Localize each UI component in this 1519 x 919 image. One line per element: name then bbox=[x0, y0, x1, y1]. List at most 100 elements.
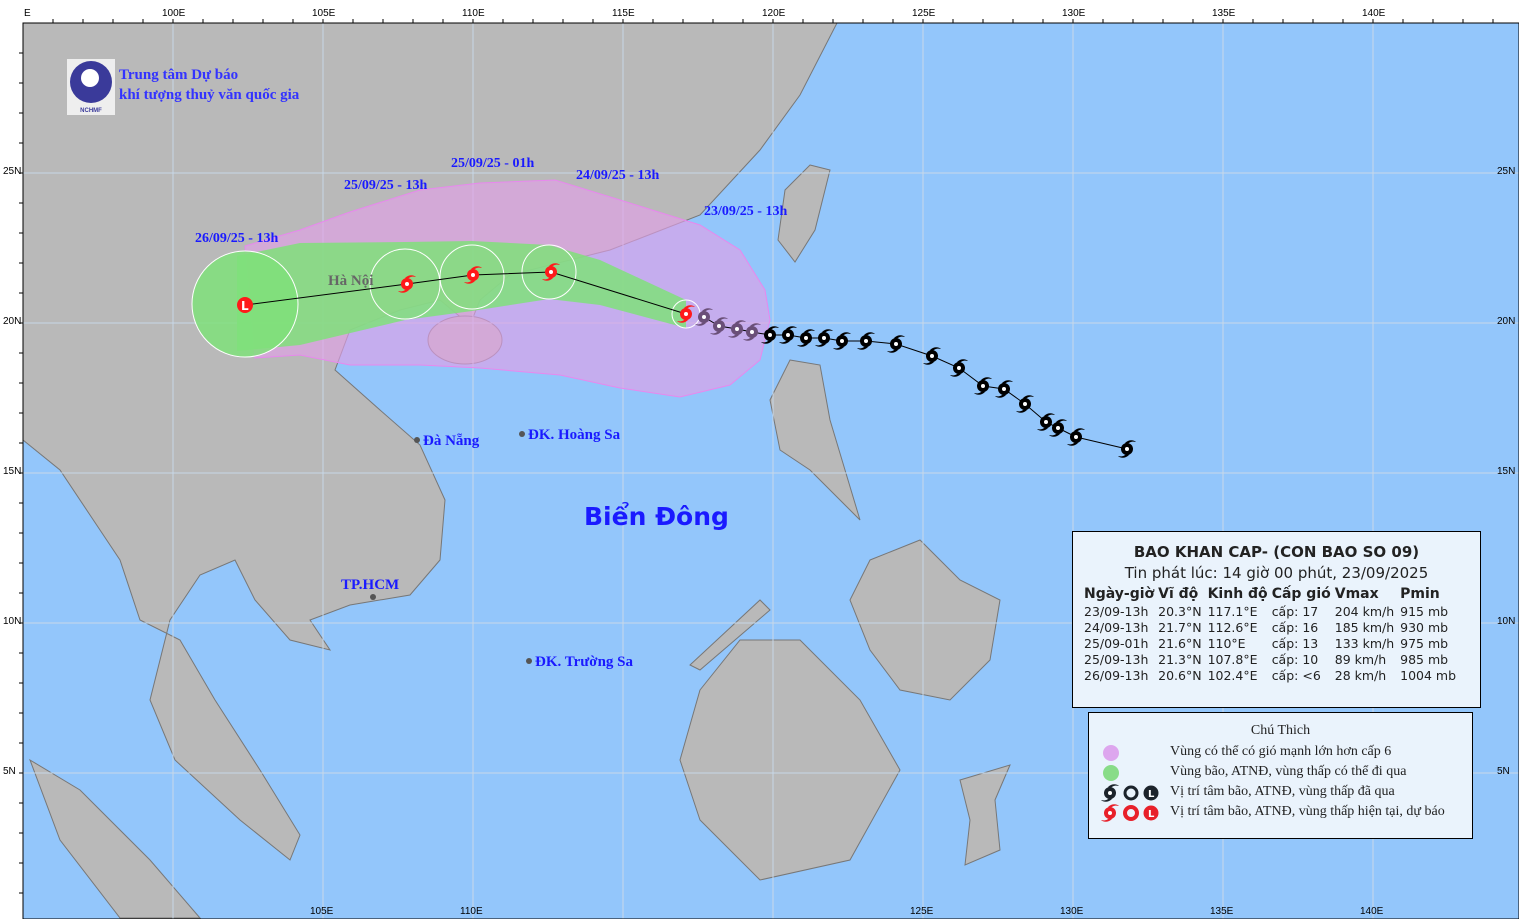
forecast-label: 24/09/25 - 13h bbox=[576, 168, 660, 183]
track-layer: L bbox=[237, 263, 1136, 458]
agency-name-line1: Trung tâm Dự báo bbox=[119, 67, 239, 83]
place-hanoi: Hà Nội bbox=[328, 273, 374, 289]
dot-tphcm bbox=[370, 594, 376, 600]
table-row: 26/09-13h 20.6°N 102.4°E cấp: <6 28 km/h 1004… bbox=[1084, 668, 1462, 684]
legend-item-storm-zone: Vùng bão, ATNĐ, vùng thấp có thể đi qua bbox=[1089, 763, 1472, 783]
table-cell: cấp: 17 bbox=[1271, 604, 1319, 619]
axis-ticks bbox=[19, 19, 1494, 894]
storm-info-box: BAO KHAN CAP- (CON BAO SO 09) Tin phát l… bbox=[1072, 531, 1481, 708]
forecast-low-icon bbox=[237, 297, 253, 313]
table-cell: 20.3°N bbox=[1158, 604, 1202, 619]
axis-label: 5N bbox=[1497, 766, 1510, 777]
philippines-south bbox=[849, 539, 1001, 701]
column-header: Kinh độ bbox=[1207, 586, 1268, 602]
taiwan bbox=[777, 164, 831, 263]
axis-label: 110E bbox=[460, 906, 483, 917]
table-row: 24/09-13h 21.7°N 112.6°E cấp: 16 185 km/h 930… bbox=[1084, 620, 1462, 636]
legend-title: Chú Thich bbox=[1250, 723, 1311, 738]
legend-item-forecast: L Vị trí tâm bão, ATNĐ, vùng thấp hiện t… bbox=[1089, 803, 1472, 823]
table-cell: 975 mb bbox=[1400, 636, 1449, 651]
axis-label: 10N bbox=[1497, 616, 1516, 627]
table-cell: 107.8°E bbox=[1207, 652, 1258, 667]
axis-label: 135E bbox=[1210, 906, 1234, 917]
palawan bbox=[689, 599, 771, 671]
axis-label: 15N bbox=[3, 466, 22, 477]
forecast-label: 25/09/25 - 13h bbox=[344, 178, 428, 193]
table-cell: 21.7°N bbox=[1158, 620, 1202, 635]
legend-box: Chú Thich Vùng có thể có gió mạnh lớn hơ… bbox=[1088, 712, 1473, 839]
place-danang: Đà Nẵng bbox=[423, 433, 480, 449]
forecast-table: Ngày-giờ Vĩ độ Kinh độ Cấp gió Vmax Pmin 23/0… bbox=[1084, 586, 1462, 684]
luzon bbox=[769, 359, 861, 521]
table-cell: cấp: 10 bbox=[1271, 652, 1319, 667]
forecast-label: 25/09/25 - 01h bbox=[451, 156, 535, 171]
top-left-corner-label: E bbox=[24, 8, 31, 19]
dot-danang bbox=[414, 437, 420, 443]
past-symbols-icon: L bbox=[1101, 784, 1159, 802]
axis-label: 125E bbox=[910, 906, 934, 917]
axis-label: 135E bbox=[1212, 8, 1236, 19]
column-header: Pmin bbox=[1400, 586, 1440, 602]
svg-text:L: L bbox=[1148, 789, 1155, 800]
table-cell: 112.6°E bbox=[1207, 620, 1258, 635]
table-cell: 1004 mb bbox=[1400, 668, 1457, 683]
table-cell: 985 mb bbox=[1400, 652, 1449, 667]
axis-label: 20N bbox=[1497, 316, 1516, 327]
table-cell: cấp: <6 bbox=[1271, 668, 1321, 683]
green-circle-icon bbox=[1103, 765, 1119, 781]
axis-label: 5N bbox=[3, 766, 16, 777]
table-cell: 89 km/h bbox=[1334, 652, 1387, 667]
table-cell: 26/09-13h bbox=[1084, 668, 1149, 683]
column-header: Cấp gió bbox=[1271, 586, 1331, 602]
borneo bbox=[679, 639, 901, 881]
table-cell: cấp: 16 bbox=[1271, 620, 1319, 635]
column-header: Vĩ độ bbox=[1158, 586, 1199, 602]
sulawesi bbox=[959, 764, 1011, 866]
table-cell: 185 km/h bbox=[1334, 620, 1395, 635]
forecast-label: 23/09/25 - 13h bbox=[704, 204, 788, 219]
place-hoangsa: ĐK. Hoàng Sa bbox=[528, 427, 621, 443]
low-letter: L bbox=[241, 299, 249, 313]
dot-truongsa bbox=[526, 658, 532, 664]
axis-label: 100E bbox=[162, 8, 186, 19]
table-cell: cấp: 13 bbox=[1271, 636, 1319, 651]
table-cell: 915 mb bbox=[1400, 604, 1449, 619]
forecast-label: 26/09/25 - 13h bbox=[195, 231, 279, 246]
storm-title: BAO KHAN CAP- (CON BAO SO 09) bbox=[1133, 543, 1420, 561]
axis-label: 105E bbox=[312, 8, 336, 19]
agency-name-line2: khí tượng thuỷ văn quốc gia bbox=[119, 87, 300, 103]
column-header: Ngày-giờ bbox=[1084, 586, 1155, 602]
axis-label: 130E bbox=[1062, 8, 1086, 19]
axis-label: 15N bbox=[1497, 466, 1516, 477]
table-cell: 23/09-13h bbox=[1084, 604, 1149, 619]
table-cell: 25/09-01h bbox=[1084, 636, 1149, 651]
pink-circle-icon bbox=[1103, 745, 1119, 761]
legend-item-wind-zone: Vùng có thể có gió mạnh lớn hơn cấp 6 bbox=[1089, 743, 1472, 763]
column-header: Vmax bbox=[1334, 586, 1379, 602]
axis-label: 10N bbox=[3, 616, 22, 627]
legend-item-past: L Vị trí tâm bão, ATNĐ, vùng thấp đã qua bbox=[1089, 783, 1472, 803]
table-row: 25/09-13h 21.3°N 107.8°E cấp: 10 89 km/h 985 … bbox=[1084, 652, 1462, 668]
axis-label: 115E bbox=[612, 8, 635, 19]
table-row: 23/09-13h 20.3°N 117.1°E cấp: 17 204 km/h 915… bbox=[1084, 604, 1462, 620]
axis-label: 120E bbox=[762, 8, 786, 19]
place-truongsa: ĐK. Trường Sa bbox=[535, 654, 634, 670]
forecast-radius-circles bbox=[191, 244, 701, 358]
axis-label: 105E bbox=[310, 906, 334, 917]
axis-label: 25N bbox=[1497, 166, 1516, 177]
axis-label: 125E bbox=[912, 8, 936, 19]
forecast-symbols-icon: L bbox=[1101, 804, 1159, 822]
axis-label: 130E bbox=[1060, 906, 1084, 917]
axis-label: 140E bbox=[1360, 906, 1384, 917]
place-tphcm: TP.HCM bbox=[341, 577, 400, 593]
table-cell: 20.6°N bbox=[1158, 668, 1202, 683]
sumatra bbox=[29, 758, 202, 919]
svg-text:L: L bbox=[1148, 809, 1155, 820]
table-cell: 133 km/h bbox=[1334, 636, 1395, 651]
table-cell: 28 km/h bbox=[1334, 668, 1387, 683]
axis-label: 20N bbox=[3, 316, 22, 327]
table-cell: 21.6°N bbox=[1158, 636, 1202, 651]
table-cell: 25/09-13h bbox=[1084, 652, 1149, 667]
table-cell: 204 km/h bbox=[1334, 604, 1395, 619]
